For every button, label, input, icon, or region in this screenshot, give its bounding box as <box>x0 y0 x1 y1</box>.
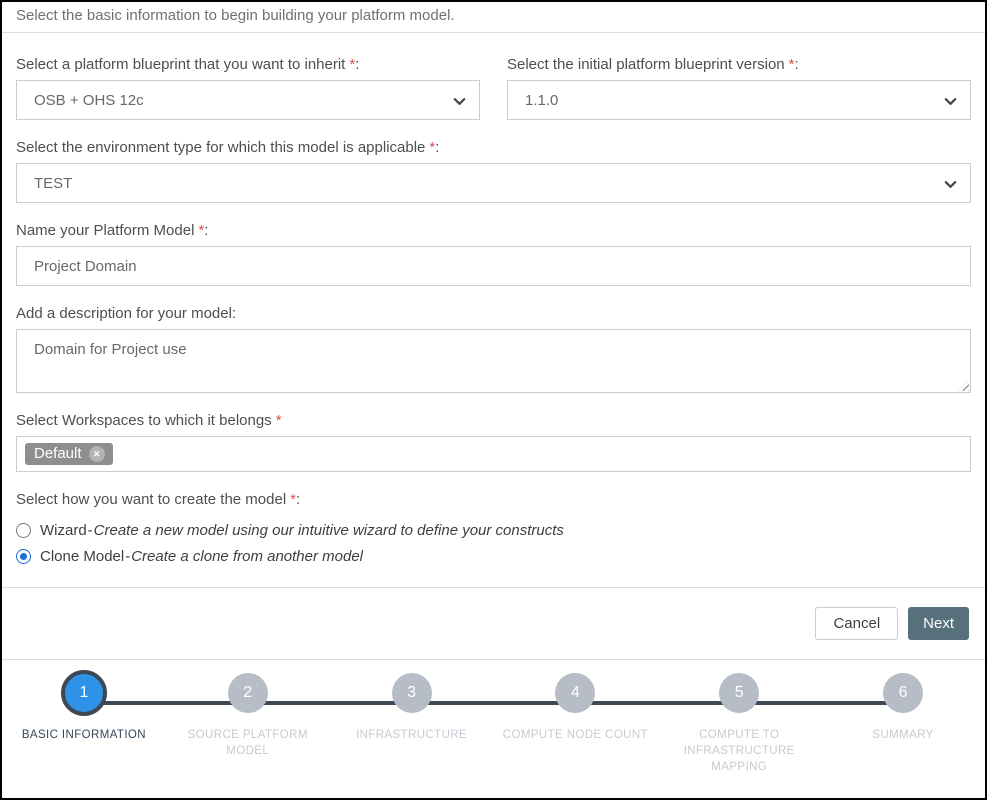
step-label: INFRASTRUCTURE <box>356 729 468 741</box>
create-mode-label: Select how you want to create the model *… <box>16 491 971 508</box>
chevron-down-icon <box>943 177 958 196</box>
step-circle[interactable]: 1 <box>60 670 107 716</box>
step-label: SOURCE PLATFORM MODEL <box>187 729 308 758</box>
step-circle[interactable]: 3 <box>391 673 432 713</box>
step-source-platform-model: 2 SOURCE PLATFORM MODEL <box>166 670 330 775</box>
create-mode-option-clone[interactable]: Clone Model - Create a clone from anothe… <box>16 548 971 565</box>
stepper-track <box>84 701 905 705</box>
page-title: Select the basic information to begin bu… <box>2 2 985 33</box>
wizard-footer: Cancel Next <box>2 587 985 660</box>
option-separator: - <box>87 522 93 539</box>
workspace-tag-label: Default <box>34 445 82 462</box>
option-description: Create a clone from another model <box>131 548 364 565</box>
version-field: Select the initial platform blueprint ve… <box>507 56 971 120</box>
step-basic-information: 1 BASIC INFORMATION <box>2 670 166 775</box>
blueprint-select[interactable]: OSB + OHS 12c <box>16 80 480 120</box>
model-name-input[interactable] <box>16 246 971 286</box>
version-select[interactable]: 1.1.0 <box>507 80 971 120</box>
version-label: Select the initial platform blueprint ve… <box>507 56 971 73</box>
required-asterisk: * <box>275 412 282 429</box>
step-summary: 6 SUMMARY <box>821 670 985 775</box>
workspaces-field: Select Workspaces to which it belongs * D… <box>16 412 971 472</box>
radio-icon[interactable] <box>16 523 31 538</box>
workspace-tag: Default ✕ <box>25 443 113 465</box>
blueprint-label-text: Select a platform blueprint that you wan… <box>16 56 346 73</box>
step-circle[interactable]: 4 <box>555 673 596 713</box>
step-compute-node-count: 4 COMPUTE NODE COUNT <box>493 670 657 775</box>
label-suffix: : <box>435 139 440 156</box>
label-suffix: : <box>355 56 360 73</box>
workspaces-input[interactable]: Default ✕ <box>16 436 971 472</box>
create-mode-field: Select how you want to create the model *… <box>16 491 971 565</box>
step-compute-to-infrastructure-mapping: 5 COMPUTE TO INFRASTRUCTURE MAPPING <box>657 670 821 775</box>
environment-label: Select the environment type for which th… <box>16 139 971 156</box>
chevron-down-icon <box>452 94 467 113</box>
step-circle[interactable]: 2 <box>227 673 268 713</box>
workspaces-label-text: Select Workspaces to which it belongs <box>16 412 272 429</box>
cancel-button[interactable]: Cancel <box>815 607 899 640</box>
required-asterisk: * <box>198 222 205 239</box>
next-button[interactable]: Next <box>908 607 969 640</box>
description-label: Add a description for your model: <box>16 305 237 322</box>
step-infrastructure: 3 INFRASTRUCTURE <box>330 670 494 775</box>
model-name-label: Name your Platform Model *: <box>16 222 971 239</box>
chevron-down-icon <box>943 94 958 113</box>
option-name: Wizard <box>40 522 87 539</box>
create-mode-label-text: Select how you want to create the model <box>16 491 287 508</box>
description-textarea[interactable]: Domain for Project use <box>16 329 971 393</box>
model-name-field: Name your Platform Model *: <box>16 222 971 286</box>
environment-label-text: Select the environment type for which th… <box>16 139 426 156</box>
blueprint-field: Select a platform blueprint that you wan… <box>16 56 480 120</box>
required-asterisk: * <box>349 56 356 73</box>
step-label: BASIC INFORMATION <box>21 729 146 741</box>
wizard-stepper: 1 BASIC INFORMATION 2 SOURCE PLATFORM MO… <box>2 660 985 798</box>
version-select-value: 1.1.0 <box>525 91 559 109</box>
step-label: COMPUTE TO INFRASTRUCTURE MAPPING <box>683 729 795 774</box>
label-suffix: : <box>296 491 301 508</box>
description-field: Add a description for your model: Domain… <box>16 305 971 393</box>
label-suffix: : <box>204 222 209 239</box>
model-name-label-text: Name your Platform Model <box>16 222 195 239</box>
option-separator: - <box>125 548 131 565</box>
blueprint-select-value: OSB + OHS 12c <box>34 91 144 109</box>
environment-select-value: TEST <box>34 174 73 192</box>
label-suffix: : <box>794 56 799 73</box>
required-asterisk: * <box>290 491 296 508</box>
blueprint-label: Select a platform blueprint that you wan… <box>16 56 480 73</box>
option-description: Create a new model using our intuitive w… <box>93 522 564 539</box>
environment-field: Select the environment type for which th… <box>16 139 971 203</box>
option-name: Clone Model <box>40 548 125 565</box>
environment-select[interactable]: TEST <box>16 163 971 203</box>
required-asterisk: * <box>788 56 795 73</box>
step-circle[interactable]: 5 <box>719 673 760 713</box>
basic-information-form: Select a platform blueprint that you wan… <box>2 33 985 584</box>
create-mode-option-wizard[interactable]: Wizard - Create a new model using our in… <box>16 522 971 539</box>
close-circle-icon[interactable]: ✕ <box>88 445 105 462</box>
version-label-text: Select the initial platform blueprint ve… <box>507 56 785 73</box>
required-asterisk: * <box>429 139 436 156</box>
step-label: SUMMARY <box>872 729 934 741</box>
workspaces-label: Select Workspaces to which it belongs * <box>16 412 971 429</box>
radio-icon[interactable] <box>16 549 31 564</box>
step-label: COMPUTE NODE COUNT <box>502 729 648 741</box>
step-circle[interactable]: 6 <box>883 673 924 713</box>
